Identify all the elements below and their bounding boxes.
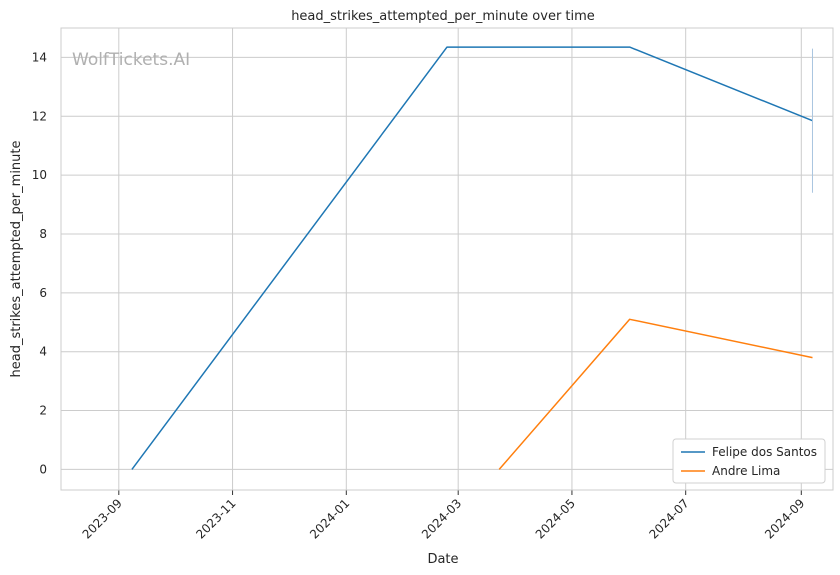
x-tick-label: 2024-07 <box>646 496 691 541</box>
y-tick-label: 0 <box>39 462 47 476</box>
x-tick-label: 2024-09 <box>762 496 807 541</box>
y-tick-label: 4 <box>39 345 47 359</box>
x-tick-label: 2023-11 <box>193 496 238 541</box>
x-tick-label: 2023-09 <box>80 496 125 541</box>
y-tick-label: 2 <box>39 404 47 418</box>
x-tick-label: 2024-03 <box>419 496 464 541</box>
legend: Felipe dos Santos Andre Lima <box>672 438 826 484</box>
x-tick-label: 2024-05 <box>533 496 578 541</box>
y-tick-label: 12 <box>32 109 47 123</box>
plot-area-frame <box>60 27 834 491</box>
series-line-1 <box>498 318 813 470</box>
grid-lines <box>61 28 833 495</box>
y-tick-label: 14 <box>32 50 47 64</box>
y-tick-label: 6 <box>39 286 47 300</box>
series-lines <box>131 46 813 470</box>
legend-label-andre: Andre Lima <box>712 464 780 478</box>
watermark-text: WolfTickets.AI <box>72 50 190 70</box>
y-tick-label: 10 <box>32 168 47 182</box>
chart-title: head_strikes_attempted_per_minute over t… <box>291 9 595 24</box>
series-line-0 <box>131 46 813 470</box>
y-tick-label: 8 <box>39 227 47 241</box>
legend-box <box>672 438 826 484</box>
y-axis-label: head_strikes_attempted_per_minute <box>9 141 24 378</box>
x-axis-label: Date <box>427 552 458 567</box>
x-tick-label: 2024-01 <box>307 496 352 541</box>
legend-label-felipe: Felipe dos Santos <box>712 445 817 459</box>
